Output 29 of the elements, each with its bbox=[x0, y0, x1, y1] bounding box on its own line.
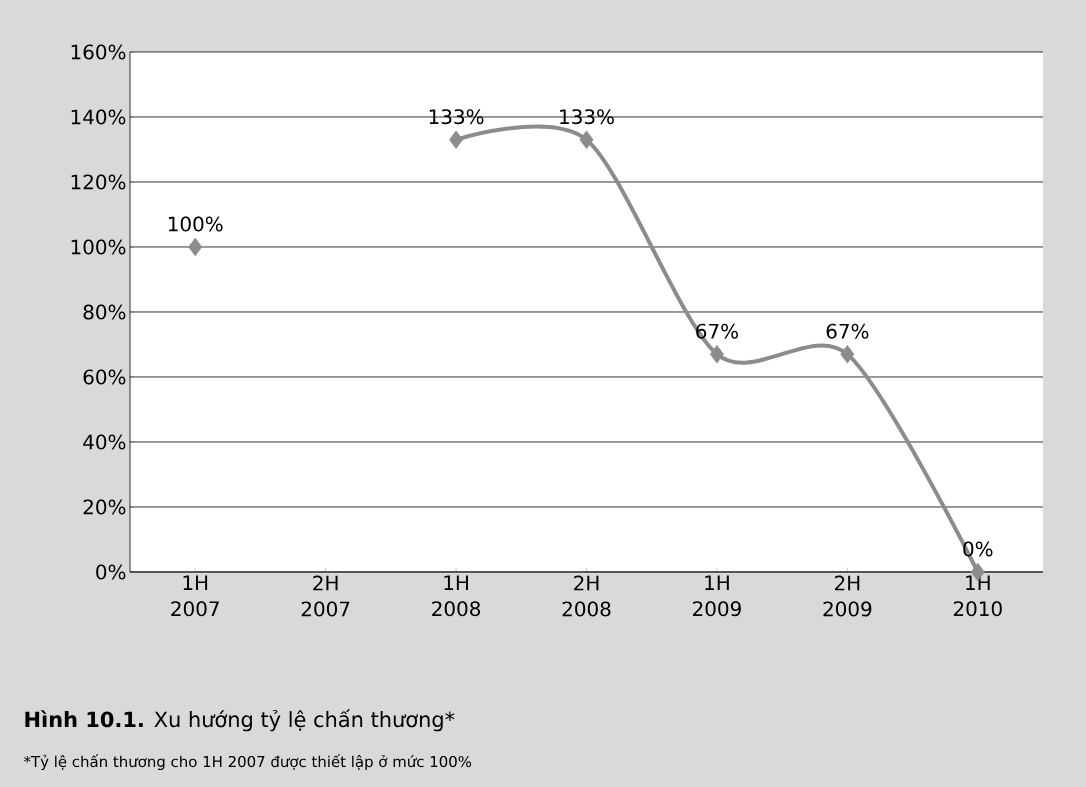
data-label: 0% bbox=[963, 541, 993, 557]
x-tick-label: 1H 2010 bbox=[953, 575, 1002, 617]
text: *Tỷ lệ chấn thương cho 1H 2007 được thiết lập ở mức 100% bbox=[23, 754, 472, 771]
y-tick-label: 60% bbox=[83, 369, 126, 385]
y-tick-label: 100% bbox=[71, 239, 126, 255]
x-tick-label: 2H 2009 bbox=[823, 575, 872, 617]
point bbox=[449, 130, 464, 149]
x-tick-label: 1H 2007 bbox=[171, 575, 219, 617]
data-label: 67% bbox=[696, 323, 738, 339]
text: Hình 10.1. Xu hướng tỷ lệ chấn thương* bbox=[25, 709, 455, 732]
point bbox=[840, 345, 855, 364]
data-label: 100% bbox=[168, 216, 223, 232]
point bbox=[709, 345, 724, 364]
y-tick-label: 160% bbox=[71, 44, 126, 60]
point bbox=[188, 237, 203, 257]
x-tick-label: 2H 2008 bbox=[562, 575, 611, 617]
x-tick-label: 1H 2008 bbox=[432, 575, 481, 617]
data-label: 133% bbox=[429, 109, 484, 125]
point bbox=[579, 130, 594, 149]
y-tick-label: 0% bbox=[96, 564, 126, 580]
data-label: 67% bbox=[826, 323, 869, 339]
y-tick-label: 140% bbox=[71, 109, 126, 125]
x-tick-label: 2H 2007 bbox=[301, 575, 350, 617]
y-tick-label: 20% bbox=[83, 499, 126, 515]
y-tick-label: 120% bbox=[71, 174, 126, 190]
y-tick-label: 80% bbox=[83, 304, 126, 320]
x-tick-label: 1H 2009 bbox=[693, 575, 741, 617]
data-label: 133% bbox=[560, 109, 614, 125]
y-tick-label: 40% bbox=[83, 434, 126, 450]
